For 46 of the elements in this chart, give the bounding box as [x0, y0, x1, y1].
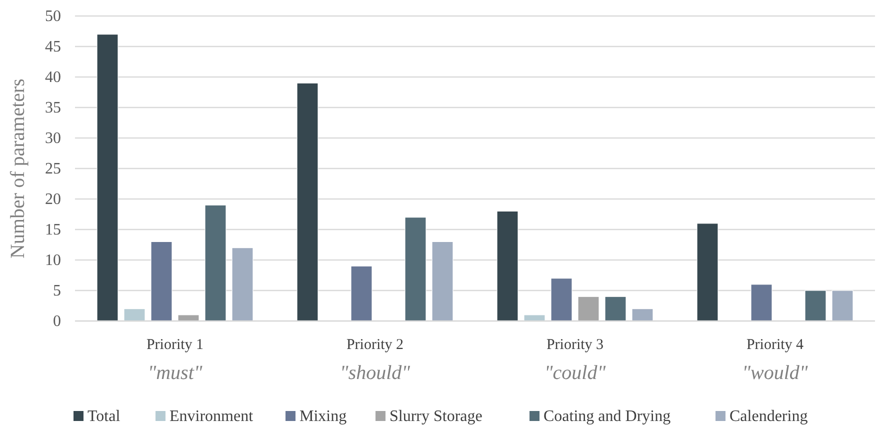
y-axis-title: Number of parameters	[7, 78, 29, 258]
y-tick-label: 50	[45, 8, 61, 25]
bar	[632, 308, 654, 322]
legend-label: Total	[88, 408, 121, 425]
bar	[124, 308, 146, 322]
y-tick-label: 10	[45, 252, 61, 269]
legend-label: Slurry Storage	[390, 408, 482, 425]
bar	[350, 266, 372, 322]
bar	[578, 296, 600, 322]
legend-label: Mixing	[300, 408, 347, 425]
y-tick-label: 40	[45, 69, 61, 86]
text: "must"	[148, 362, 203, 384]
legend-label: Environment	[170, 408, 254, 425]
bar	[804, 290, 826, 322]
x-tick-label: Priority 2	[346, 337, 404, 353]
y-tick-label: 45	[45, 38, 61, 56]
x-tick-label: Priority 1	[146, 337, 204, 353]
bar	[496, 210, 518, 322]
bar	[524, 314, 546, 322]
text: "should"	[340, 362, 411, 384]
y-tick-label: 20	[45, 191, 61, 208]
bar	[432, 241, 454, 322]
text: "could"	[544, 362, 606, 384]
bar	[178, 314, 200, 322]
y-tick-label: 5	[53, 282, 61, 300]
bar	[96, 34, 118, 322]
bar	[404, 217, 426, 322]
legend-label: Calendering	[730, 408, 808, 425]
legend-label: Coating and Drying	[544, 408, 671, 425]
y-tick-label: 25	[45, 160, 61, 178]
bar	[832, 290, 854, 322]
x-tick-label: Priority 4	[746, 337, 804, 353]
bar	[296, 82, 318, 322]
text: "would"	[742, 362, 808, 384]
y-tick-label: 30	[45, 130, 61, 147]
x-tick-label: Priority 3	[546, 337, 604, 353]
bar	[150, 241, 172, 322]
bar	[696, 223, 718, 322]
y-tick-label: 15	[45, 222, 61, 238]
bar	[604, 296, 626, 322]
bar	[550, 278, 572, 322]
bar	[204, 204, 226, 322]
y-tick-label: 35	[45, 100, 61, 116]
bar	[232, 248, 254, 322]
y-tick-label: 0	[53, 313, 61, 330]
bar	[750, 284, 772, 322]
